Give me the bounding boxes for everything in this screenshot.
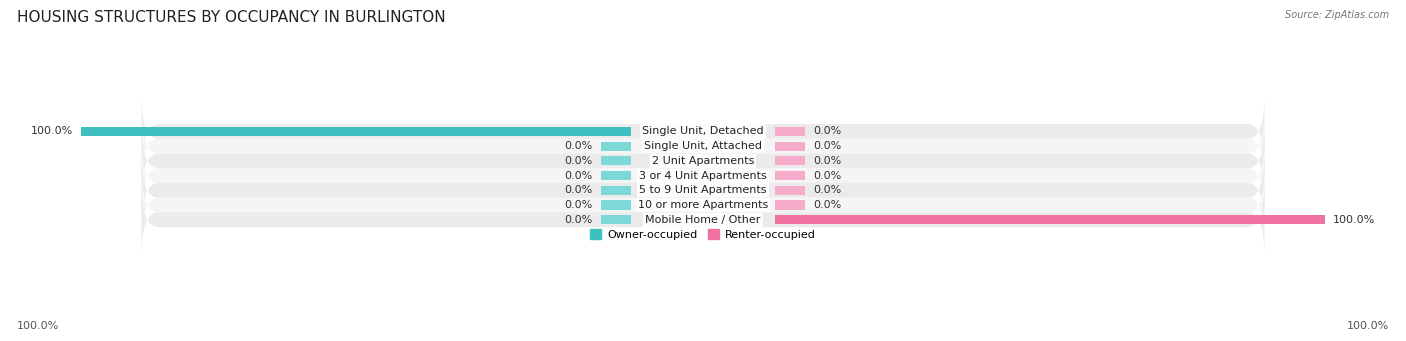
FancyBboxPatch shape bbox=[142, 168, 1264, 242]
Bar bbox=[775, 171, 804, 180]
Text: 0.0%: 0.0% bbox=[565, 156, 593, 166]
Bar bbox=[602, 156, 631, 165]
Text: 3 or 4 Unit Apartments: 3 or 4 Unit Apartments bbox=[640, 170, 766, 181]
Text: 0.0%: 0.0% bbox=[565, 185, 593, 195]
FancyBboxPatch shape bbox=[142, 124, 1264, 198]
FancyBboxPatch shape bbox=[142, 139, 1264, 212]
Text: Mobile Home / Other: Mobile Home / Other bbox=[645, 215, 761, 225]
Bar bbox=[775, 201, 804, 210]
FancyBboxPatch shape bbox=[142, 95, 1264, 168]
Bar bbox=[775, 215, 1324, 224]
Text: 10 or more Apartments: 10 or more Apartments bbox=[638, 200, 768, 210]
Text: 0.0%: 0.0% bbox=[565, 170, 593, 181]
Text: 0.0%: 0.0% bbox=[813, 200, 841, 210]
Text: Single Unit, Detached: Single Unit, Detached bbox=[643, 127, 763, 136]
FancyBboxPatch shape bbox=[142, 153, 1264, 227]
Bar bbox=[775, 127, 804, 136]
Bar bbox=[602, 201, 631, 210]
Text: 0.0%: 0.0% bbox=[813, 127, 841, 136]
Text: 100.0%: 100.0% bbox=[17, 321, 59, 331]
Text: 0.0%: 0.0% bbox=[813, 185, 841, 195]
FancyBboxPatch shape bbox=[142, 109, 1264, 183]
Legend: Owner-occupied, Renter-occupied: Owner-occupied, Renter-occupied bbox=[586, 225, 820, 244]
Text: HOUSING STRUCTURES BY OCCUPANCY IN BURLINGTON: HOUSING STRUCTURES BY OCCUPANCY IN BURLI… bbox=[17, 10, 446, 25]
Text: 0.0%: 0.0% bbox=[813, 156, 841, 166]
Text: 100.0%: 100.0% bbox=[1333, 215, 1375, 225]
Bar bbox=[775, 156, 804, 165]
Bar bbox=[775, 186, 804, 195]
Text: 5 to 9 Unit Apartments: 5 to 9 Unit Apartments bbox=[640, 185, 766, 195]
Text: 0.0%: 0.0% bbox=[565, 215, 593, 225]
Bar bbox=[602, 215, 631, 224]
Text: Single Unit, Attached: Single Unit, Attached bbox=[644, 141, 762, 151]
FancyBboxPatch shape bbox=[142, 183, 1264, 256]
Text: 0.0%: 0.0% bbox=[565, 141, 593, 151]
Text: 2 Unit Apartments: 2 Unit Apartments bbox=[652, 156, 754, 166]
Bar bbox=[775, 142, 804, 151]
Text: 100.0%: 100.0% bbox=[1347, 321, 1389, 331]
Text: Source: ZipAtlas.com: Source: ZipAtlas.com bbox=[1285, 10, 1389, 20]
Text: 0.0%: 0.0% bbox=[813, 141, 841, 151]
Bar bbox=[602, 171, 631, 180]
Text: 0.0%: 0.0% bbox=[565, 200, 593, 210]
Text: 100.0%: 100.0% bbox=[31, 127, 73, 136]
Bar bbox=[82, 127, 631, 136]
Bar bbox=[602, 142, 631, 151]
Bar bbox=[602, 186, 631, 195]
Text: 0.0%: 0.0% bbox=[813, 170, 841, 181]
